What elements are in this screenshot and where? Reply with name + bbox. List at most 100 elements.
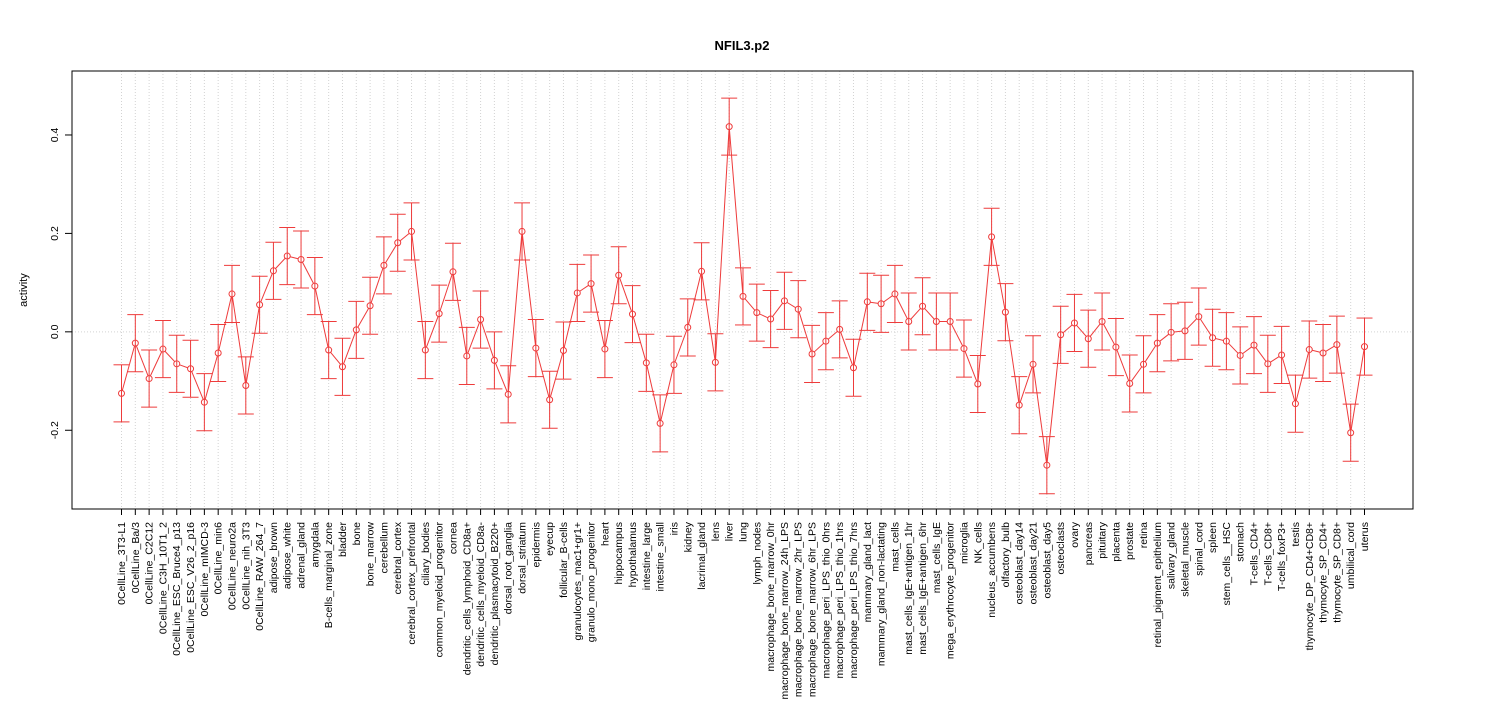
x-tick-label: dendritic_cells_lymphoid_CD8a+	[461, 522, 473, 675]
x-tick-label: intestine_large	[641, 522, 653, 590]
series-segment	[728, 129, 744, 294]
series-segment	[135, 345, 149, 376]
x-tick-label: macrophage_bone_marrow_2hr_LPS	[793, 522, 805, 697]
data-point	[601, 345, 609, 353]
x-tick-label: lung	[738, 522, 750, 542]
x-tick-label: olfactory_bulb	[1000, 522, 1012, 588]
series-segment	[275, 257, 286, 269]
x-tick-label: 0CellLine_neuro2a	[226, 522, 238, 610]
plot-frame	[71, 70, 1414, 510]
series-segment	[744, 298, 756, 311]
data-point	[1029, 360, 1037, 368]
x-tick-label: placenta	[1110, 522, 1122, 562]
x-tick-label: amygdala	[309, 522, 321, 568]
series-segment	[1350, 349, 1365, 430]
x-tick-label: 0CellLine_ESC_Bruce4_p13	[171, 522, 183, 656]
series-segment	[1186, 318, 1198, 330]
x-tick-label: stomach	[1235, 522, 1247, 562]
x-tick-label: B-cells_marginal_zone	[323, 522, 335, 628]
data-point	[905, 317, 913, 325]
data-point	[228, 290, 236, 298]
data-point	[1305, 346, 1313, 354]
series-segment	[330, 352, 341, 365]
data-point	[725, 123, 733, 131]
x-tick-label: spleen	[1207, 522, 1219, 553]
data-point	[822, 337, 830, 345]
x-tick-label: NK_cells	[972, 522, 984, 563]
x-tick-label: lymph_nodes	[751, 522, 763, 584]
data-point	[1167, 328, 1175, 336]
chart-title: NFIL3.p2	[715, 38, 770, 53]
x-tick-label: umbilical_cord	[1345, 522, 1357, 589]
series-segment	[301, 261, 314, 284]
series-segment	[1076, 324, 1087, 337]
series-segment	[260, 273, 273, 303]
data-point	[504, 390, 512, 398]
series-segment	[411, 234, 426, 348]
series-segment	[1295, 352, 1309, 401]
data-layer	[113, 97, 1373, 495]
data-point	[490, 356, 498, 364]
series-segment	[759, 313, 769, 319]
series-segment	[1336, 347, 1351, 430]
series-segment	[1046, 337, 1061, 463]
x-tick-label: 0CellLine_RAW_264_7	[254, 522, 266, 631]
data-point	[242, 381, 250, 389]
x-tick-label: common_myeloid_progenitor	[434, 522, 446, 658]
series-segment	[1131, 366, 1143, 382]
series-segment	[991, 239, 1006, 310]
x-tick-label: prostate	[1124, 522, 1136, 560]
x-tick-label: T-cells_CD4+	[1249, 522, 1261, 585]
x-tick-label: iris	[668, 522, 680, 535]
series-segment	[204, 355, 218, 400]
data-point	[739, 292, 747, 300]
axis-layer: -0.2 0.0 0.2 0.4 0CellLine_3T3-L1 0CellLine_B…	[49, 128, 1371, 700]
series-segment	[1089, 323, 1101, 337]
series-segment	[164, 350, 176, 362]
x-tick-label: ciliary_bodies	[420, 522, 432, 586]
data-point	[877, 300, 885, 308]
series-segment	[467, 322, 480, 354]
series-segment	[1325, 345, 1335, 352]
data-point	[1361, 343, 1368, 351]
data-point	[435, 310, 443, 318]
data-point	[1236, 351, 1244, 359]
series-segment	[1281, 357, 1296, 401]
series-segment	[495, 362, 508, 392]
data-point	[836, 325, 844, 333]
series-segment	[924, 308, 935, 320]
data-point	[1057, 331, 1065, 339]
data-point	[1153, 339, 1161, 347]
series-segment	[1242, 346, 1252, 355]
series-segment	[549, 353, 564, 397]
data-point	[421, 346, 429, 354]
x-tick-label: adrenal_gland	[296, 522, 308, 589]
data-point	[780, 297, 788, 305]
series-segment	[343, 332, 356, 365]
data-point	[711, 358, 719, 366]
series-segment	[701, 274, 716, 360]
x-tick-label: pituitary	[1097, 521, 1109, 559]
series-segment	[786, 301, 796, 309]
x-tick-label: T-cells_CD8+	[1262, 522, 1274, 585]
series-segment	[632, 316, 646, 361]
series-segment	[1174, 330, 1183, 333]
data-point	[1222, 337, 1230, 345]
data-point	[960, 345, 968, 353]
data-point	[352, 326, 360, 334]
x-tick-label: 0CellLine_Ba/3	[130, 522, 142, 593]
data-point	[1209, 334, 1217, 342]
data-point	[546, 396, 554, 404]
data-point	[891, 290, 899, 298]
y-axis-label: activity	[18, 273, 30, 307]
series-segment	[604, 278, 619, 347]
data-point	[1195, 313, 1203, 321]
data-point	[1347, 429, 1355, 437]
x-tick-label: intestine_small	[655, 522, 667, 591]
data-point	[615, 271, 623, 279]
x-tick-label: salivary_gland	[1166, 522, 1178, 589]
x-tick-label: uterus	[1359, 522, 1371, 551]
x-tick-label: mega_erythrocyte_progenitor	[945, 522, 957, 660]
x-tick-label: dorsal_striatum	[517, 522, 529, 594]
x-tick-label: cerebral_cortex	[392, 521, 404, 594]
